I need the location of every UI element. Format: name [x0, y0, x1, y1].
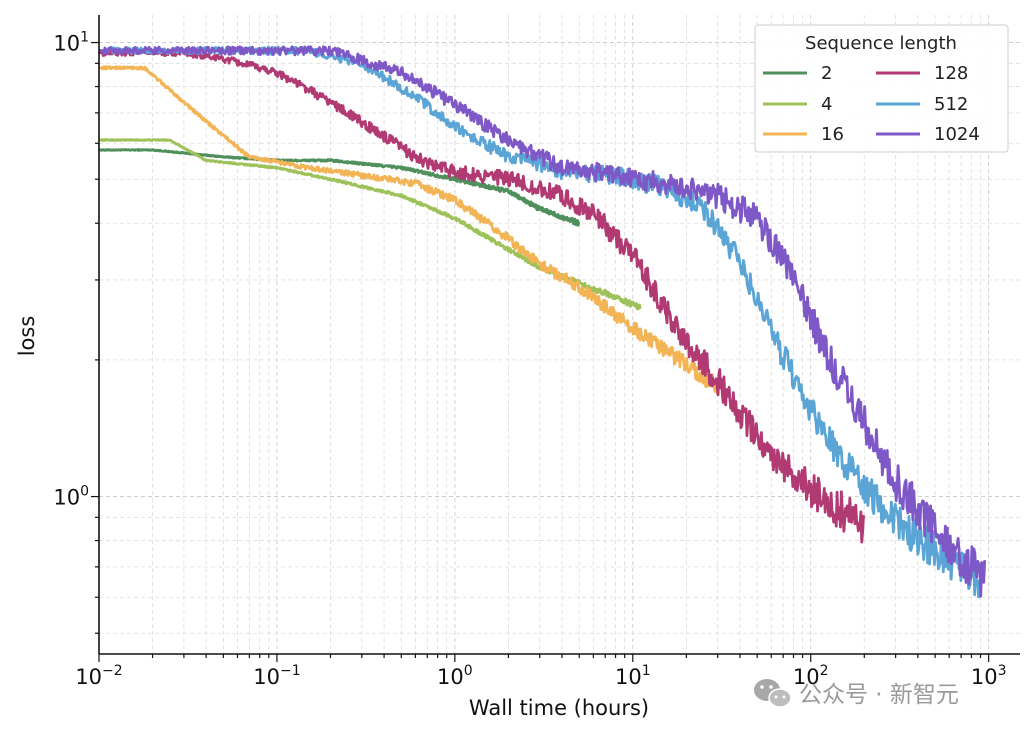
legend: Sequence length 2 4 16 128 512 1024	[754, 24, 1009, 153]
x-tick-label: 10−1	[253, 663, 300, 689]
legend-label-1024: 1024	[934, 124, 980, 145]
series-lines	[98, 45, 987, 599]
legend-label-128: 128	[934, 63, 968, 84]
series-line-16	[98, 65, 720, 395]
legend-label-2: 2	[821, 63, 832, 84]
series-line-1024	[98, 45, 987, 598]
legend-label-512: 512	[934, 94, 968, 115]
x-axis-label: Wall time (hours)	[469, 696, 649, 720]
series-line-4	[98, 138, 642, 311]
legend-items: 2 4 16 128 512 1024	[763, 63, 980, 145]
series-line-2	[98, 148, 581, 227]
y-tick-label: 100	[53, 484, 89, 510]
legend-title: Sequence length	[805, 33, 957, 54]
ticks: 10−2 10−1 100 101 102 103 100 101	[53, 30, 1006, 689]
y-axis-label: loss	[15, 316, 39, 357]
legend-label-4: 4	[821, 94, 832, 115]
watermark: 公众号 · 新智元	[754, 679, 959, 708]
wechat-icon	[754, 679, 792, 708]
x-tick-label: 103	[971, 663, 1007, 689]
y-tick-label: 101	[53, 30, 89, 56]
watermark-text: 公众号 · 新智元	[799, 682, 959, 708]
x-tick-label: 10−2	[75, 663, 122, 689]
axes	[98, 15, 1020, 655]
x-tick-label: 101	[615, 663, 651, 689]
x-tick-label: 100	[437, 663, 473, 689]
series-line-128	[98, 48, 866, 544]
x-tick-label: 102	[793, 663, 829, 689]
legend-box	[754, 24, 1009, 153]
legend-label-16: 16	[821, 124, 844, 145]
